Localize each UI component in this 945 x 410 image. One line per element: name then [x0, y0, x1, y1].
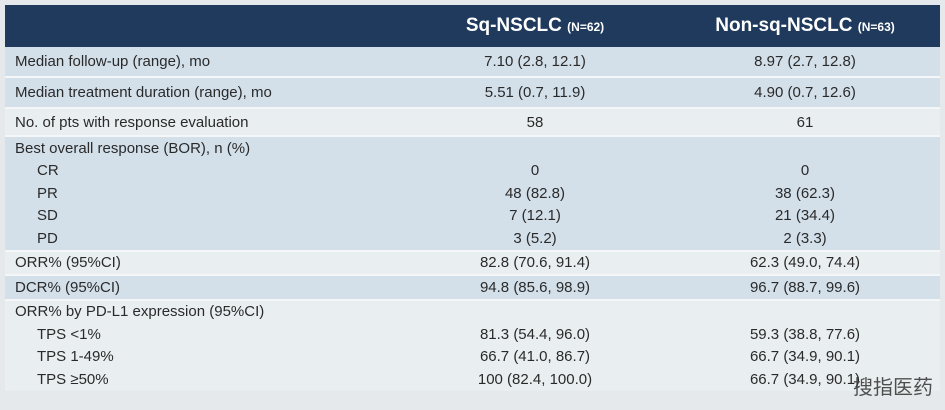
column-n: (N=62): [567, 20, 605, 34]
table-row: Median treatment duration (range), mo 5.5…: [5, 76, 940, 108]
row-label: TPS <1%: [5, 323, 400, 346]
watermark: 搜指医药: [853, 377, 933, 399]
table-row: Best overall response (BOR), n (%): [5, 135, 940, 160]
cell-value: 61: [670, 107, 940, 136]
cell-value: 66.7 (34.9, 90.1): [670, 368, 940, 391]
cell-value: [670, 298, 940, 323]
cell-value: 82.8 (70.6, 91.4): [400, 249, 670, 275]
cell-value: 3 (5.2): [400, 227, 670, 251]
cell-value: 38 (62.3): [670, 182, 940, 205]
table-row: TPS ≥50% 100 (82.4, 100.0) 66.7 (34.9, 90.…: [5, 368, 940, 391]
header-blank: [5, 5, 400, 47]
table-body: Median follow-up (range), mo 7.10 (2.8, 1…: [5, 47, 940, 391]
row-label: TPS 1-49%: [5, 345, 400, 368]
row-label: TPS ≥50%: [5, 368, 400, 391]
header-row: Sq-NSCLC (N=62) Non-sq-NSCLC (N=63): [5, 5, 940, 47]
cell-value: 96.7 (88.7, 99.6): [670, 274, 940, 300]
cell-value: [670, 135, 940, 160]
row-label: DCR% (95%CI): [5, 274, 400, 300]
cell-value: 62.3 (49.0, 74.4): [670, 249, 940, 275]
table-row: CR 0 0: [5, 159, 940, 182]
cell-value: 66.7 (41.0, 86.7): [400, 345, 670, 368]
cell-value: 21 (34.4): [670, 204, 940, 227]
row-label: Median treatment duration (range), mo: [5, 76, 400, 108]
row-label: Best overall response (BOR), n (%): [5, 135, 400, 160]
row-label: ORR% by PD-L1 expression (95%CI): [5, 298, 400, 323]
table-row: SD 7 (12.1) 21 (34.4): [5, 204, 940, 227]
column-header: Sq-NSCLC (N=62): [400, 5, 670, 47]
cell-value: 100 (82.4, 100.0): [400, 368, 670, 391]
cell-value: 66.7 (34.9, 90.1): [670, 345, 940, 368]
results-table: Sq-NSCLC (N=62) Non-sq-NSCLC (N=63) Medi…: [5, 5, 940, 391]
cell-value: 4.90 (0.7, 12.6): [670, 76, 940, 108]
table-row: ORR% by PD-L1 expression (95%CI): [5, 298, 940, 323]
cell-value: 0: [400, 159, 670, 182]
cell-value: 58: [400, 107, 670, 136]
cell-value: 0: [670, 159, 940, 182]
table-row: TPS <1% 81.3 (54.4, 96.0) 59.3 (38.8, 77.6…: [5, 323, 940, 346]
cell-value: 94.8 (85.6, 98.9): [400, 274, 670, 300]
table-row: PD 3 (5.2) 2 (3.3): [5, 227, 940, 251]
table-row: Median follow-up (range), mo 7.10 (2.8, 1…: [5, 47, 940, 77]
cell-value: 8.97 (2.7, 12.8): [670, 47, 940, 77]
cell-value: 48 (82.8): [400, 182, 670, 205]
cell-value: 7.10 (2.8, 12.1): [400, 47, 670, 77]
row-label: ORR% (95%CI): [5, 249, 400, 275]
row-label: SD: [5, 204, 400, 227]
row-label: Median follow-up (range), mo: [5, 47, 400, 77]
cell-value: 2 (3.3): [670, 227, 940, 251]
cell-value: 5.51 (0.7, 11.9): [400, 76, 670, 108]
column-n: (N=63): [857, 20, 895, 34]
table-row: DCR% (95%CI) 94.8 (85.6, 98.9) 96.7 (88.7,…: [5, 274, 940, 300]
column-name: Non-sq-NSCLC: [715, 15, 853, 36]
column-header: Non-sq-NSCLC (N=63): [670, 5, 940, 47]
cell-value: 7 (12.1): [400, 204, 670, 227]
row-label: PD: [5, 227, 400, 251]
table-row: No. of pts with response evaluation 58 61: [5, 107, 940, 136]
row-label: CR: [5, 159, 400, 182]
cell-value: 59.3 (38.8, 77.6): [670, 323, 940, 346]
column-name: Sq-NSCLC: [465, 15, 562, 36]
row-label: PR: [5, 182, 400, 205]
table-row: TPS 1-49% 66.7 (41.0, 86.7) 66.7 (34.9, 90…: [5, 345, 940, 368]
cell-value: [400, 298, 670, 323]
row-label: No. of pts with response evaluation: [5, 107, 400, 136]
cell-value: 81.3 (54.4, 96.0): [400, 323, 670, 346]
table-row: PR 48 (82.8) 38 (62.3): [5, 182, 940, 205]
table-row: ORR% (95%CI) 82.8 (70.6, 91.4) 62.3 (49.0,…: [5, 249, 940, 275]
cell-value: [400, 135, 670, 160]
